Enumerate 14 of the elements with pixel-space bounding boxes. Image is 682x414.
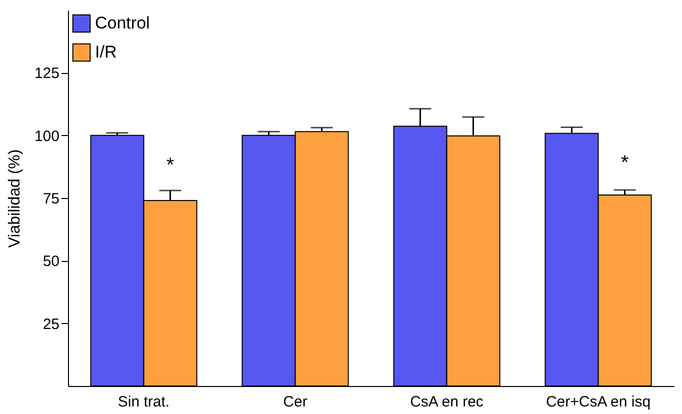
x-tick-label: Sin trat. [118, 394, 170, 410]
annotation: * [166, 154, 174, 176]
annotation: * [620, 152, 629, 174]
y-tick-label: 100 [34, 128, 60, 145]
y-tick-label: 75 [42, 190, 60, 208]
legend-label: I/R [95, 42, 117, 62]
y-tick-label: 25 [42, 316, 60, 333]
x-tick-label: CsA en rec [410, 394, 484, 410]
y-tick-label: 50 [42, 253, 60, 270]
x-tick-label: Cer+CsA en isq [546, 394, 651, 410]
x-tick-label: Cer [283, 394, 308, 410]
y-tick-label: 125 [34, 65, 60, 82]
y-axis-title: Viabilidad (%) [6, 149, 24, 248]
legend-label: Control [95, 14, 150, 32]
